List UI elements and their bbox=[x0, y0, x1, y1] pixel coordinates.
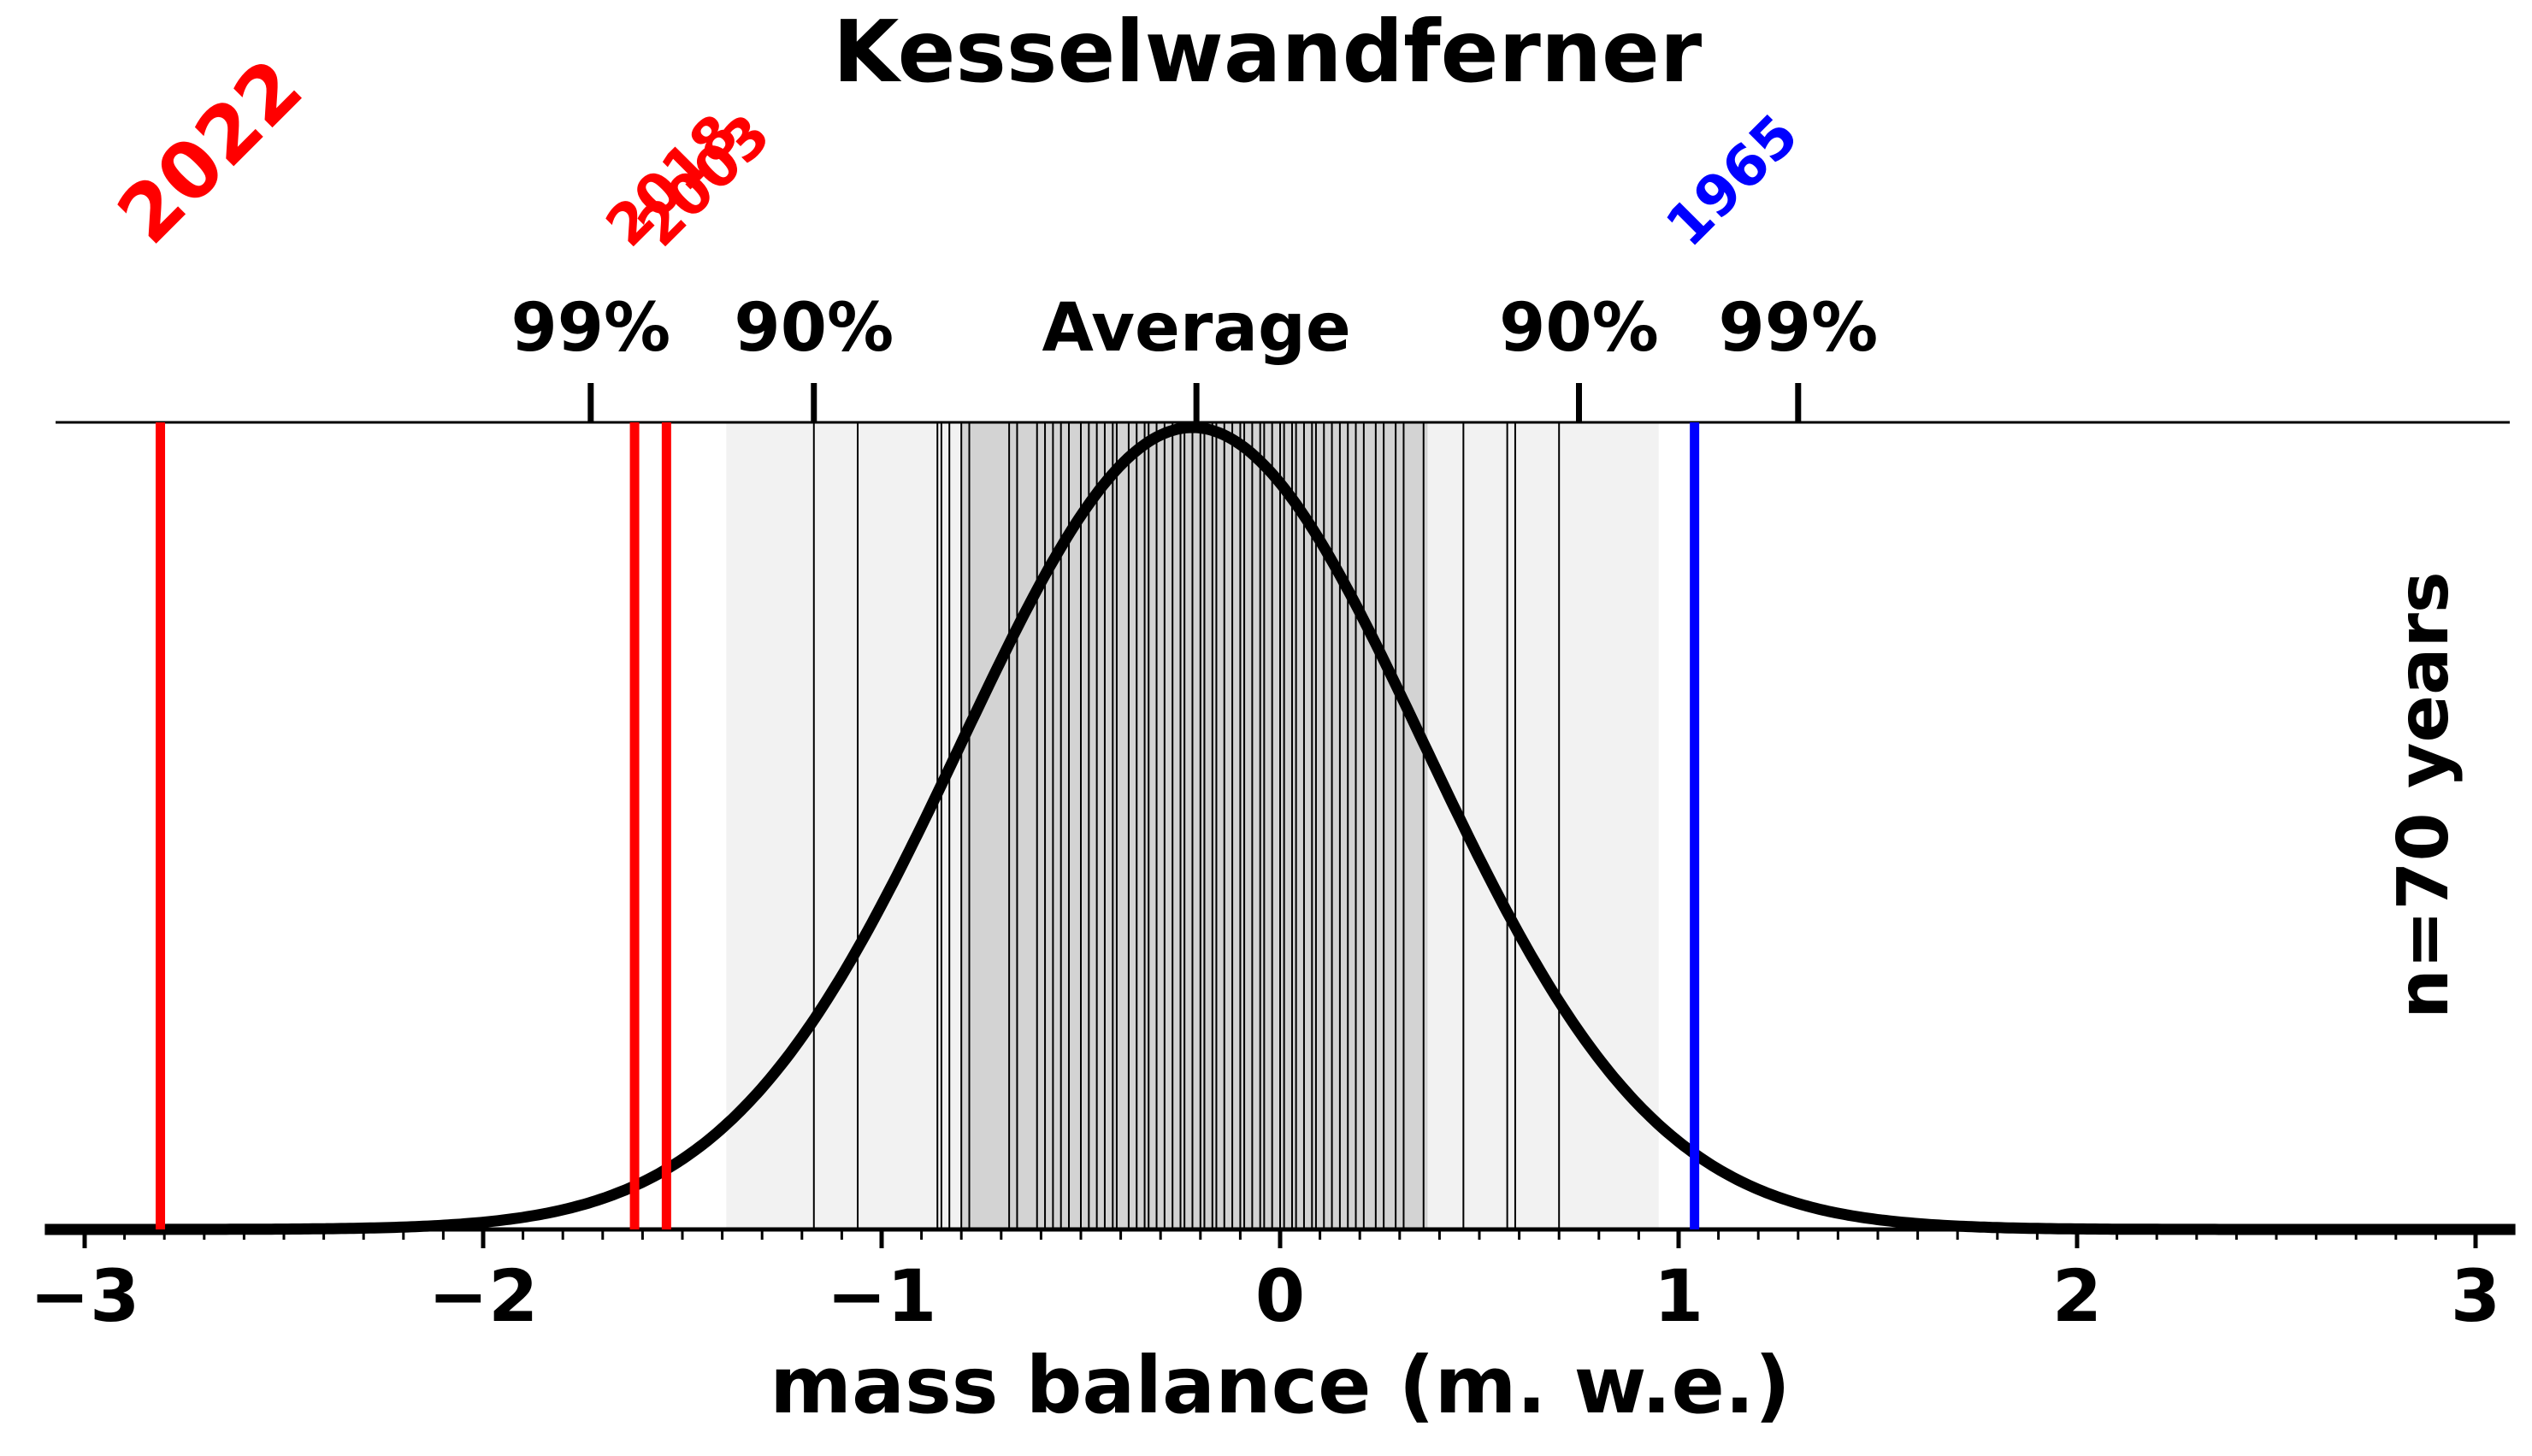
percentile-label-4: 99% bbox=[1718, 290, 1878, 367]
year-label-1965: 1965 bbox=[1654, 102, 1811, 259]
x-axis-label: mass balance (m. w.e.) bbox=[770, 1340, 1791, 1431]
x-tick-label: −2 bbox=[428, 1254, 539, 1338]
x-axis-ticks: −3 −2 −1 0 1 2 3 bbox=[30, 1229, 2500, 1338]
distribution-curve bbox=[43, 421, 2517, 1235]
distribution-curve-layer bbox=[43, 421, 2517, 1235]
year-label-2022: 2022 bbox=[100, 42, 320, 262]
annual-values-layer bbox=[812, 422, 1561, 1229]
percentile-label-3: 90% bbox=[1499, 290, 1659, 367]
percentile-label-0: 99% bbox=[511, 290, 670, 367]
sample-size-label: n=70 years bbox=[2383, 571, 2464, 1018]
x-tick-label: 0 bbox=[1255, 1254, 1305, 1338]
percentile-label-2: Average bbox=[1042, 290, 1351, 367]
x-tick-label: −3 bbox=[30, 1254, 140, 1338]
x-tick-label: −1 bbox=[827, 1254, 937, 1338]
percentile-band-1 bbox=[961, 422, 1428, 1229]
x-tick-label: 2 bbox=[2052, 1254, 2102, 1338]
percentile-markers: 99% 90% Average 90% 99% bbox=[511, 290, 1878, 422]
x-tick-label: 3 bbox=[2451, 1254, 2500, 1338]
chart-title: Kesselwandferner bbox=[833, 2, 1703, 102]
percentile-label-1: 90% bbox=[734, 290, 894, 367]
x-tick-label: 1 bbox=[1654, 1254, 1703, 1338]
